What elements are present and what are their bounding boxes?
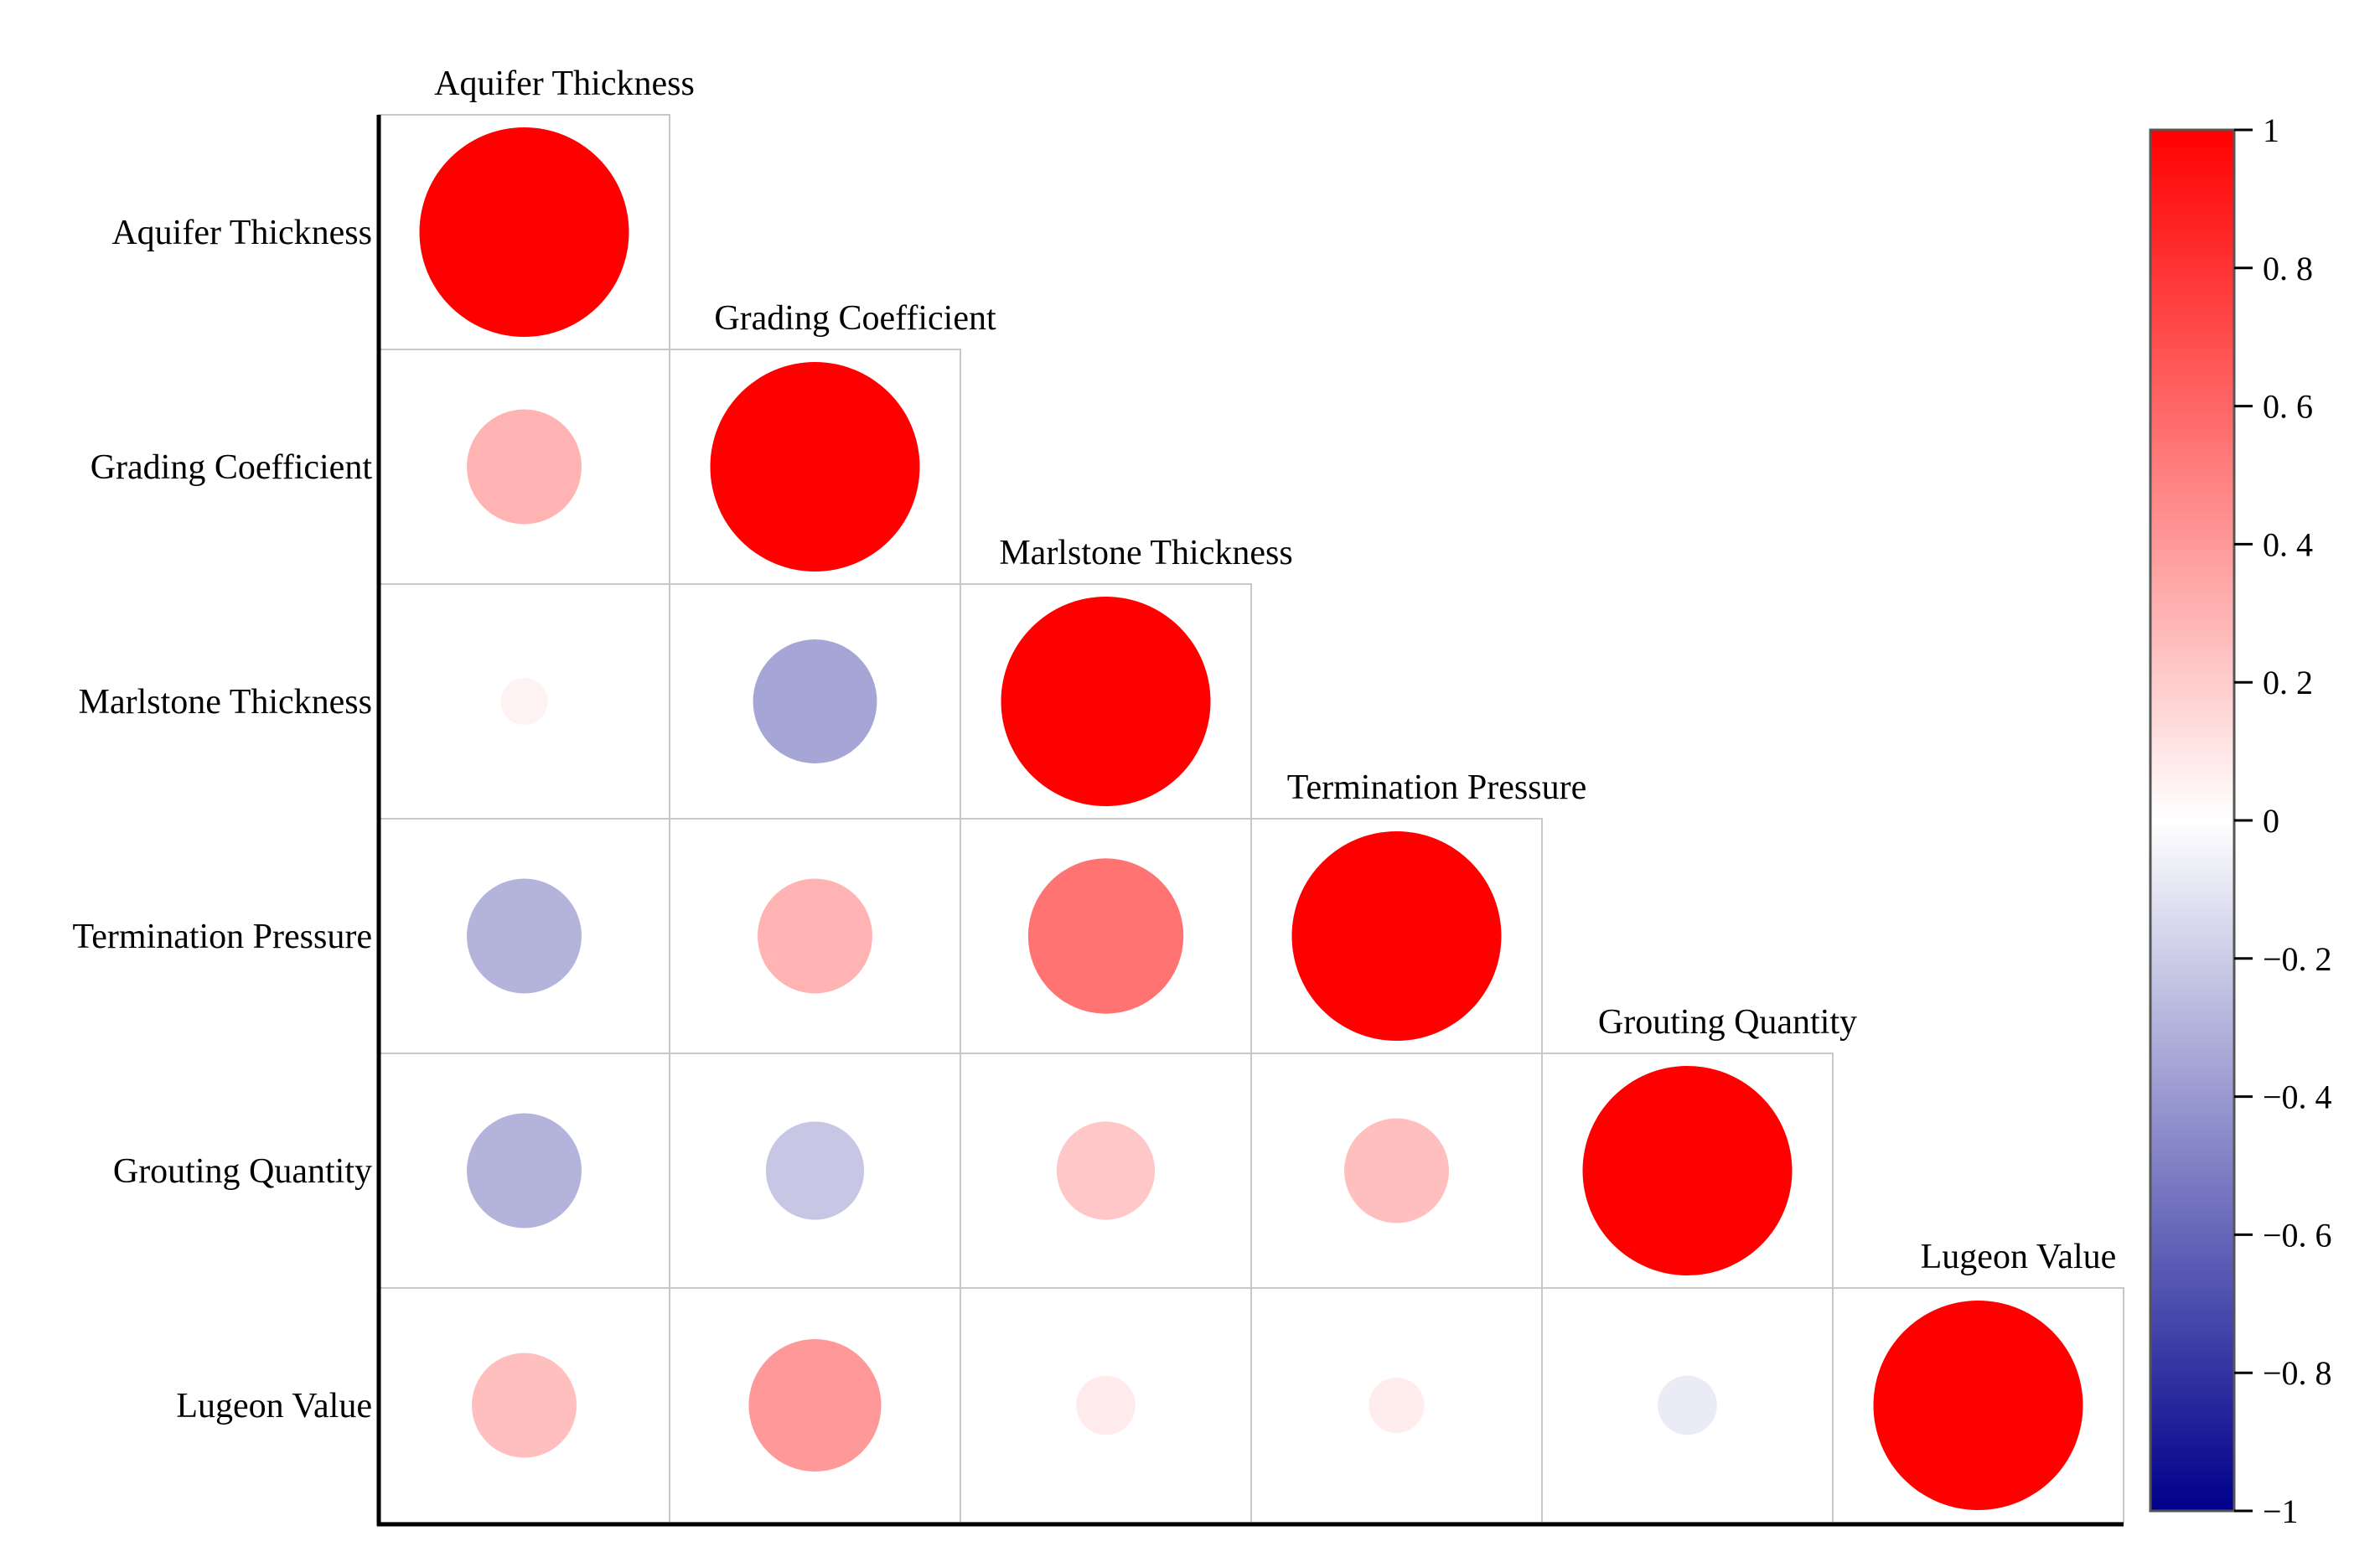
circle-termination-pressure-marlstone-thickness bbox=[1027, 858, 1184, 1014]
diagonal-label-aquifer-thickness: Aquifer Thickness bbox=[434, 65, 695, 103]
circle-grouting-quantity-marlstone-thickness bbox=[1056, 1121, 1156, 1220]
colorbar-tick-label: 0. 4 bbox=[2263, 525, 2313, 563]
circle-grouting-quantity-grouting-quantity bbox=[1582, 1066, 1793, 1275]
row-label-lugeon-value: Lugeon Value bbox=[176, 1387, 372, 1425]
colorbar-tick-label: −0. 8 bbox=[2263, 1354, 2332, 1392]
colorbar-tick-label: 0. 2 bbox=[2263, 664, 2313, 701]
circle-aquifer-thickness-aquifer-thickness bbox=[419, 127, 629, 337]
row-label-grouting-quantity: Grouting Quantity bbox=[113, 1152, 372, 1191]
colorbar-gradient bbox=[2149, 128, 2236, 1513]
colorbar-tick-label: −0. 2 bbox=[2263, 940, 2332, 978]
correlation-circles bbox=[419, 127, 2083, 1510]
row-label-marlstone-thickness: Marlstone Thickness bbox=[79, 683, 372, 722]
circle-marlstone-thickness-aquifer-thickness bbox=[500, 678, 548, 725]
diagonal-label-lugeon-value: Lugeon Value bbox=[1921, 1238, 2117, 1276]
circle-grading-coefficient-aquifer-thickness bbox=[467, 409, 582, 525]
colorbar-tick-label: −1 bbox=[2263, 1492, 2299, 1530]
colorbar-tick-label: 0. 8 bbox=[2263, 250, 2313, 287]
diagonal-label-grouting-quantity: Grouting Quantity bbox=[1598, 1003, 1857, 1042]
circle-termination-pressure-grading-coefficient bbox=[758, 878, 872, 994]
circle-lugeon-value-grading-coefficient bbox=[748, 1338, 882, 1472]
circle-marlstone-thickness-marlstone-thickness bbox=[1001, 597, 1211, 806]
grid-cells bbox=[378, 114, 2124, 1523]
circle-grouting-quantity-grading-coefficient bbox=[765, 1121, 865, 1220]
colorbar: 1 0. 8 0. 6 0. 4 0. 2 0 −0. 2 −0. 4 −0. 6 −0. 8 −1 bbox=[2149, 111, 2332, 1530]
circle-grading-coefficient-grading-coefficient bbox=[710, 362, 920, 572]
circle-grouting-quantity-termination-pressure bbox=[1344, 1118, 1449, 1223]
row-label-grading-coefficient: Grading Coefficient bbox=[91, 448, 373, 487]
circle-lugeon-value-marlstone-thickness bbox=[1076, 1375, 1136, 1435]
circle-lugeon-value-aquifer-thickness bbox=[472, 1353, 577, 1458]
row-label-aquifer-thickness: Aquifer Thickness bbox=[111, 214, 372, 252]
circle-lugeon-value-lugeon-value bbox=[1873, 1301, 2083, 1510]
circle-lugeon-value-grouting-quantity bbox=[1658, 1375, 1717, 1435]
circle-termination-pressure-aquifer-thickness bbox=[467, 878, 582, 994]
axes bbox=[376, 115, 2124, 1527]
colorbar-tick-label: 0. 6 bbox=[2263, 388, 2313, 426]
colorbar-tick-label: −0. 6 bbox=[2263, 1216, 2332, 1254]
diagonal-label-marlstone-thickness: Marlstone Thickness bbox=[999, 534, 1292, 572]
row-label-termination-pressure: Termination Pressure bbox=[73, 918, 372, 956]
circle-termination-pressure-termination-pressure bbox=[1291, 831, 1502, 1041]
variable-labels: Aquifer Thickness Aquifer Thickness Gradin… bbox=[73, 65, 2117, 1425]
colorbar-tick-label: 0 bbox=[2263, 802, 2279, 840]
circle-grouting-quantity-aquifer-thickness bbox=[467, 1113, 582, 1229]
colorbar-tick-label: −0. 4 bbox=[2263, 1079, 2332, 1116]
circle-marlstone-thickness-grading-coefficient bbox=[753, 639, 877, 763]
diagonal-label-grading-coefficient: Grading Coefficient bbox=[714, 299, 996, 338]
colorbar-tick-label: 1 bbox=[2263, 111, 2279, 149]
circle-lugeon-value-termination-pressure bbox=[1368, 1377, 1425, 1434]
diagonal-label-termination-pressure: Termination Pressure bbox=[1287, 768, 1586, 807]
